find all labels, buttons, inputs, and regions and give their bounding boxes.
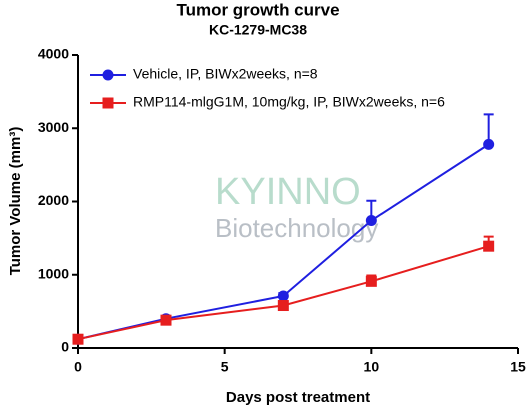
- y-tick-label: 2000: [38, 192, 69, 208]
- marker: [277, 300, 289, 312]
- x-tick-label: 5: [221, 359, 229, 375]
- x-axis-label: Days post treatment: [226, 389, 370, 406]
- y-tick-label: 0: [61, 339, 69, 355]
- y-tick-label: 1000: [38, 265, 69, 281]
- legend-label: RMP114-mlgG1M, 10mg/kg, IP, BIWx2weeks, …: [133, 94, 445, 110]
- marker: [72, 333, 84, 345]
- chart-subtitle: KC-1279-MC38: [209, 22, 307, 38]
- chart-title: Tumor growth curve: [176, 0, 339, 19]
- marker: [365, 215, 377, 227]
- y-tick-label: 4000: [38, 46, 69, 62]
- marker: [365, 275, 377, 287]
- watermark: Biotechnology: [215, 213, 378, 243]
- marker: [277, 290, 289, 302]
- legend-label: Vehicle, IP, BIWx2weeks, n=8: [133, 66, 318, 82]
- watermark: KYINNO: [215, 171, 361, 213]
- x-tick-label: 10: [364, 359, 380, 375]
- x-tick-label: 15: [510, 359, 526, 375]
- marker: [483, 138, 495, 150]
- legend-marker: [102, 97, 114, 109]
- legend-marker: [102, 69, 114, 81]
- marker: [483, 240, 495, 252]
- marker: [160, 314, 172, 326]
- y-axis-label: Tumor Volume (mm³): [7, 127, 24, 276]
- y-tick-label: 3000: [38, 119, 69, 135]
- x-tick-label: 0: [74, 359, 82, 375]
